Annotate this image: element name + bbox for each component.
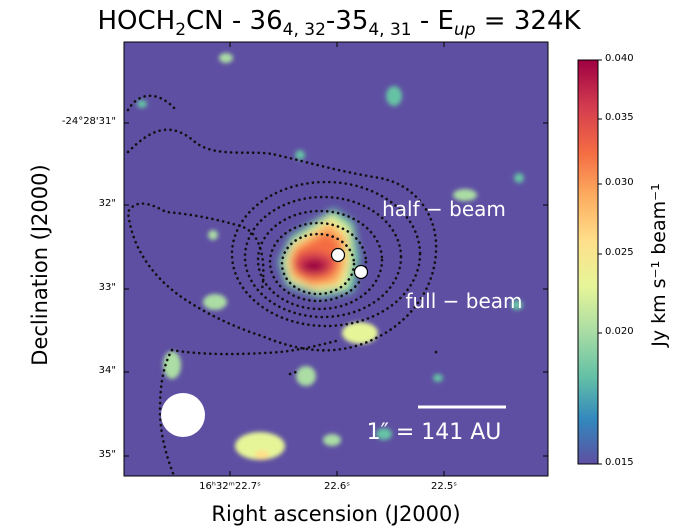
colorbar-label: Jy km s⁻¹ beam⁻¹ (648, 183, 670, 347)
full-beam-marker (353, 264, 369, 280)
axis-ticks (124, 42, 548, 476)
colorbar-tick-label: 0.035 (605, 112, 634, 123)
contour-lines (126, 94, 440, 478)
y-axis-label: Declination (J2000) (28, 164, 52, 366)
colorbar-tick-label: 0.040 (605, 53, 634, 64)
plot-frame (123, 41, 549, 477)
colorbar (577, 59, 599, 465)
x-tick-label: 22.6ˢ (324, 481, 350, 492)
x-axis-label: Right ascension (J2000) (211, 502, 461, 526)
chart-title: HOCH2CN - 364, 32-354, 31 - Eup = 324K (97, 6, 581, 41)
half-beam-annotation: half − beam (382, 197, 506, 221)
half-beam-marker (330, 247, 346, 263)
colorbar-tick-label: 0.015 (605, 457, 634, 468)
y-tick-label: 35" (98, 449, 116, 460)
y-tick-label: 34" (98, 365, 116, 376)
full-beam-annotation: full − beam (405, 289, 522, 313)
x-tick-label: 16ʰ32ᵐ22.7ˢ (199, 481, 261, 492)
y-tick-label: 33" (98, 282, 116, 293)
scale-annotation: 1″ = 141 AU (367, 420, 502, 445)
y-tick-label: 32" (98, 198, 116, 209)
colorbar-tick-label: 0.025 (605, 247, 634, 258)
beam-ellipse (161, 393, 205, 437)
x-tick-label: 22.5ˢ (431, 481, 457, 492)
colorbar-tick-label: 0.030 (605, 177, 634, 188)
y-tick-label: -24°28'31" (61, 116, 116, 127)
colorbar-tick-label: 0.020 (605, 326, 634, 337)
